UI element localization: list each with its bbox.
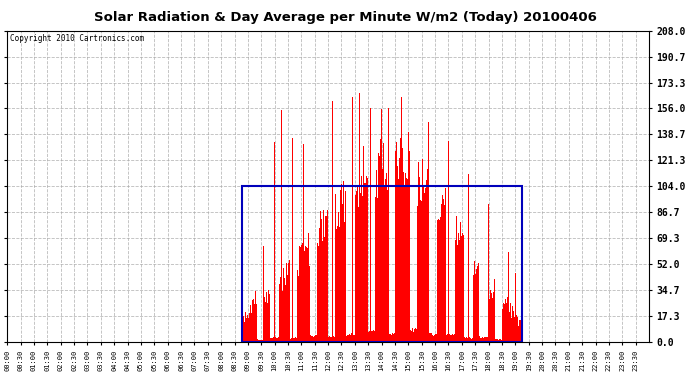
- Bar: [242, 186, 522, 342]
- Text: Copyright 2010 Cartronics.com: Copyright 2010 Cartronics.com: [10, 34, 144, 43]
- Text: Solar Radiation & Day Average per Minute W/m2 (Today) 20100406: Solar Radiation & Day Average per Minute…: [94, 11, 596, 24]
